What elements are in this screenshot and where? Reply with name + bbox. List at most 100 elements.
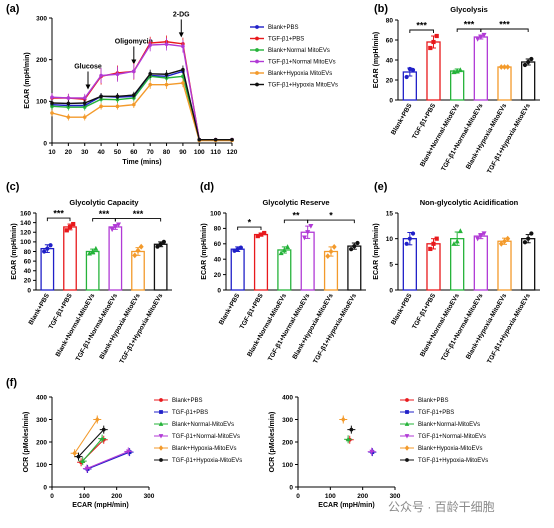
a-point xyxy=(99,73,103,78)
c-ylabel: ECAR (mpH/min) xyxy=(11,223,18,279)
a-series-line xyxy=(51,82,232,142)
b-datapoint xyxy=(522,62,528,68)
e-datapoint xyxy=(407,236,412,241)
a-point xyxy=(148,82,152,87)
b-ylabel: ECAR (mpH/min) xyxy=(373,32,380,88)
a-point xyxy=(230,137,234,142)
a-point xyxy=(132,69,136,74)
d-datapoint xyxy=(281,247,287,253)
d-datapoint xyxy=(235,247,240,252)
b-bar xyxy=(473,36,488,101)
watermark: 公众号 · 百龄干细胞 xyxy=(388,500,495,514)
c-datapoint xyxy=(45,246,50,251)
a-point xyxy=(181,67,185,72)
a-annotation-arrowhead xyxy=(85,84,91,90)
c-bar xyxy=(108,226,123,291)
d-ytick-label: 80 xyxy=(214,226,222,233)
f2-legend-marker xyxy=(405,410,409,414)
a-ylabel: ECAR (mpH/min) xyxy=(24,52,31,108)
b-datapoint xyxy=(498,64,504,70)
e-datapoint xyxy=(431,241,436,246)
c-sig-bracket xyxy=(46,217,71,222)
a-point xyxy=(66,105,71,109)
f1-ytick-label: 100 xyxy=(36,462,47,469)
f1-legend-label: TGF-β1+Hypoxia-MitoEVs xyxy=(172,458,242,464)
panel-letter-d: (d) xyxy=(200,181,214,193)
a-point xyxy=(148,43,152,47)
d-datapoint xyxy=(258,232,264,237)
a-legend-marker xyxy=(255,48,259,52)
e-datapoint xyxy=(526,236,531,241)
f1-legend-label: TGF-β1+PBS xyxy=(172,410,208,416)
c-datapoint xyxy=(71,221,76,227)
a-xtick-label: 70 xyxy=(147,149,155,156)
f1-xtick-label: 100 xyxy=(79,493,90,500)
c-datapoint xyxy=(155,244,160,249)
e-bar xyxy=(497,240,512,291)
f2-legend-label: Blank+PBS xyxy=(418,398,449,404)
f2-ytick-label: 400 xyxy=(282,394,293,401)
a-xtick-label: 110 xyxy=(210,149,221,156)
c-category-label: TGF-β1+PBS xyxy=(48,292,74,331)
f1-point xyxy=(76,454,81,459)
f1-point xyxy=(126,449,131,454)
a-xtick-label: 90 xyxy=(179,149,187,156)
c-bar xyxy=(40,247,55,291)
d-datapoint xyxy=(331,243,337,250)
c-ytick-label: 120 xyxy=(20,230,31,237)
d-title: Glycolytic Reserve xyxy=(262,198,329,207)
a-xtick-label: 120 xyxy=(227,149,238,156)
d-bar xyxy=(277,249,292,291)
f1-legend-marker xyxy=(158,445,164,451)
f2-ylabel: OCR (pMoles/min) xyxy=(269,412,276,473)
c-sig-label: *** xyxy=(133,209,144,219)
f1-series-line xyxy=(86,450,129,470)
b-datapoint xyxy=(428,45,433,51)
d-category-label: Blank+PBS xyxy=(218,292,242,326)
e-bar xyxy=(450,238,465,291)
b-datapoint xyxy=(478,34,484,40)
a-ytick-label: 100 xyxy=(36,99,47,106)
f1-legend-label: TGF-β1+Normal-MitoEVs xyxy=(172,434,240,440)
f1-legend-label: Blank+PBS xyxy=(172,398,203,404)
b-category-label: TGF-β1+PBS xyxy=(411,102,437,141)
c-datapoint xyxy=(158,242,163,247)
a-point xyxy=(115,72,120,77)
b-datapoint xyxy=(407,66,412,72)
c-bar xyxy=(85,250,100,291)
e-datapoint xyxy=(478,234,484,239)
a-point xyxy=(181,44,185,49)
f1-ytick-label: 200 xyxy=(36,439,47,446)
d-category-label: TGF-β1+Normal-MitoEVs xyxy=(267,292,312,362)
panel-letter-f: (f) xyxy=(6,377,17,389)
b-sig-label: *** xyxy=(499,20,510,30)
a-point xyxy=(99,104,103,109)
f1-legend-marker xyxy=(159,398,163,402)
c-bar xyxy=(63,226,77,291)
c-ytick-label: 20 xyxy=(24,278,32,285)
f2-xtick-label: 200 xyxy=(357,493,368,500)
b-datapoint xyxy=(475,36,481,42)
a-point xyxy=(115,94,120,99)
f2-ytick-label: 0 xyxy=(289,484,293,491)
f1-legend-marker xyxy=(159,410,163,414)
a-point xyxy=(99,94,103,99)
c-category-label: Blank+Normal-MitoEVs xyxy=(54,292,96,358)
a-legend-marker xyxy=(255,71,259,75)
d-ytick-label: 100 xyxy=(210,210,221,217)
f1-point xyxy=(127,450,132,455)
a-ytick-label: 300 xyxy=(36,15,47,22)
a-series-line xyxy=(52,41,232,141)
f2-legend-label: Blank+Hypoxia-MitoEVs xyxy=(418,446,483,452)
c-datapoint xyxy=(86,250,92,256)
a-xtick-label: 100 xyxy=(194,149,205,156)
f2-point xyxy=(345,436,351,442)
a-legend-label: TGF-β1+Hypoxia MitoEVs xyxy=(268,83,338,89)
a-ytick-label: 0 xyxy=(43,140,47,147)
c-datapoint xyxy=(132,252,138,259)
f2-xtick-label: 0 xyxy=(296,493,300,500)
a-point xyxy=(66,115,71,119)
d-bar xyxy=(347,245,362,291)
b-datapoint xyxy=(502,64,507,70)
